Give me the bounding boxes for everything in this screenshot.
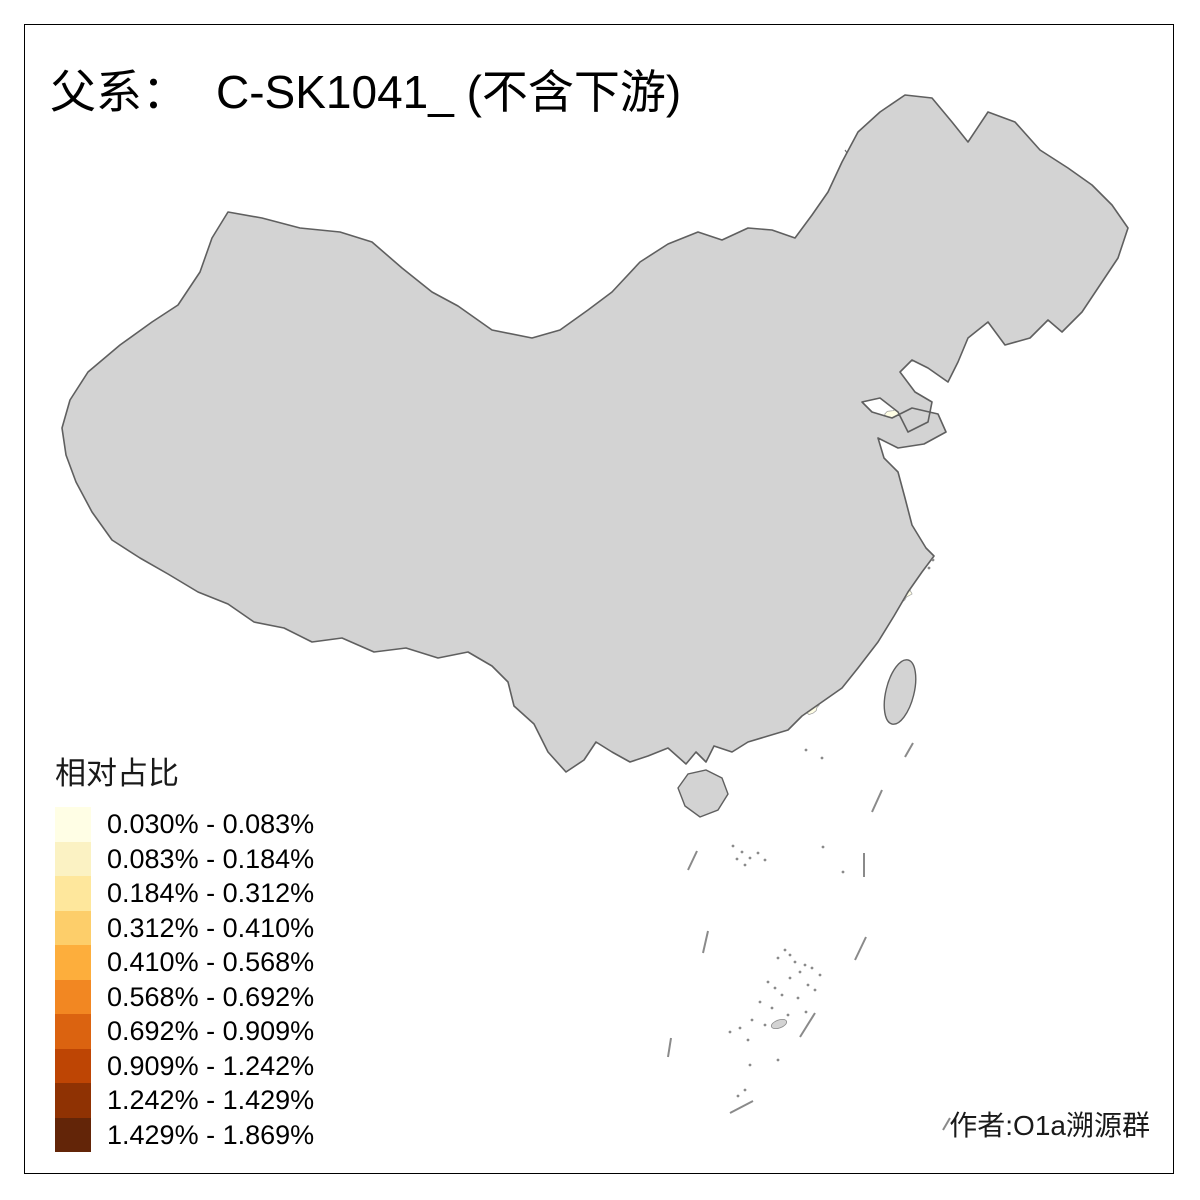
islet-dot [788,953,792,957]
legend-swatch-2 [55,841,91,876]
islet-dot [806,983,810,987]
islet-dot [773,986,777,990]
islet-dot [736,1094,740,1098]
legend-row-6: 0.568% - 0.692% [55,979,315,1014]
legend-label-5: 0.410% - 0.568% [107,947,315,977]
legend-row-8: 0.909% - 1.242% [55,1048,315,1083]
sea-boundary-dash [702,930,709,954]
legend-label-9: 1.242% - 1.429% [107,1085,315,1115]
legend-label-8: 0.909% - 1.242% [107,1050,315,1081]
legend-swatch-5 [55,945,91,980]
islet-dot [728,1030,732,1034]
legend-swatch-10 [55,1117,91,1152]
legend-label-3: 0.184% - 0.312% [107,878,315,908]
islet-dot [756,851,760,855]
islet-dot [780,993,784,997]
sea-boundary-dash [871,789,883,813]
islet-dot [763,858,767,862]
islet-dot [810,966,814,970]
legend-swatch-4 [55,910,91,945]
islet-dot [804,748,808,752]
islet-dot [931,558,935,562]
legend-row-7: 0.692% - 0.909% [55,1014,314,1049]
islet-dot [750,1018,754,1022]
legend-label-1: 0.030% - 0.083% [107,809,315,839]
title-haplogroup: C-SK1041_ (不含下游) [216,66,682,118]
islet-dot [746,1038,750,1042]
islet-dot [748,856,752,860]
plot-frame [24,24,1174,1174]
islet-dot [776,1058,780,1062]
legend-row-9: 1.242% - 1.429% [55,1083,314,1118]
islet-dot [748,1063,752,1067]
taiwan-island [883,659,917,725]
islet-dot [793,960,797,964]
china-outline [61,94,1129,773]
legend-rows: 0.030% - 0.083% 0.083% - 0.184% 0.184% - 0… [55,807,314,1152]
legend-swatch-7 [55,1014,91,1049]
legend-row-3: 0.184% - 0.312% [55,876,314,911]
south-china-sea-islands [667,558,951,1131]
islet-dot [813,988,817,992]
legend: 相对占比 0.030% - 0.083% 0.083% - 0.184% 0.184… [55,748,314,1152]
islet-dot [743,863,747,867]
sea-boundary-dash [854,936,867,961]
legend-swatch-1 [55,807,91,842]
legend-swatch-9 [55,1083,91,1118]
legend-swatch-8 [55,1048,91,1083]
islet-dot [770,1006,774,1010]
sea-boundary-dash [942,1117,951,1131]
islet-dot [788,976,792,980]
legend-row-10: 1.429% - 1.869% [55,1117,315,1152]
page-title: 父系： C-SK1041_ (不含下游) [50,56,681,122]
title-cjk-prefix: 父系： [50,67,188,118]
legend-row-4: 0.312% - 0.410% [55,910,315,945]
islet-dot [776,956,780,960]
islet-dot [796,996,800,1000]
legend-swatch-6 [55,979,91,1014]
legend-label-2: 0.083% - 0.184% [107,843,315,874]
sea-boundary-dash [687,850,698,871]
legend-label-4: 0.312% - 0.410% [107,912,315,943]
islet-dot [731,844,735,848]
legend-label-7: 0.692% - 0.909% [107,1016,315,1046]
legend-title: 相对占比 [55,756,179,791]
islet-dot [738,1026,742,1030]
islet-dot [821,845,825,849]
islet-dot [743,1088,747,1092]
sea-boundary-dash [904,742,914,758]
legend-label-10: 1.429% - 1.869% [107,1119,315,1150]
islet-dot [803,963,807,967]
legend-label-6: 0.568% - 0.692% [107,981,315,1012]
sea-boundary-dash [799,1012,816,1038]
sea-boundary-dash [729,1100,754,1114]
legend-swatch-3 [55,876,91,911]
sea-boundary-dash [667,1037,672,1058]
attribution-text: 作者:O1a溯源群 [949,1110,1150,1141]
islet-dot [758,1000,762,1004]
islet-dot [841,870,845,874]
islet-dot [740,850,744,854]
islet-dot [786,1013,790,1017]
islet-dot [763,1023,767,1027]
islet-dot [798,970,802,974]
islet-dot [804,1010,808,1014]
legend-row-1: 0.030% - 0.083% [55,807,314,842]
legend-row-2: 0.083% - 0.184% [55,841,315,876]
islet-dot [783,948,787,952]
islet-shape [770,1018,788,1030]
islet-dot [766,980,770,984]
islet-dot [735,857,739,861]
legend-row-5: 0.410% - 0.568% [55,945,314,980]
islet-dot [820,756,824,760]
islet-dot [818,973,822,977]
islet-dot [927,566,931,570]
hainan-island [677,769,729,818]
